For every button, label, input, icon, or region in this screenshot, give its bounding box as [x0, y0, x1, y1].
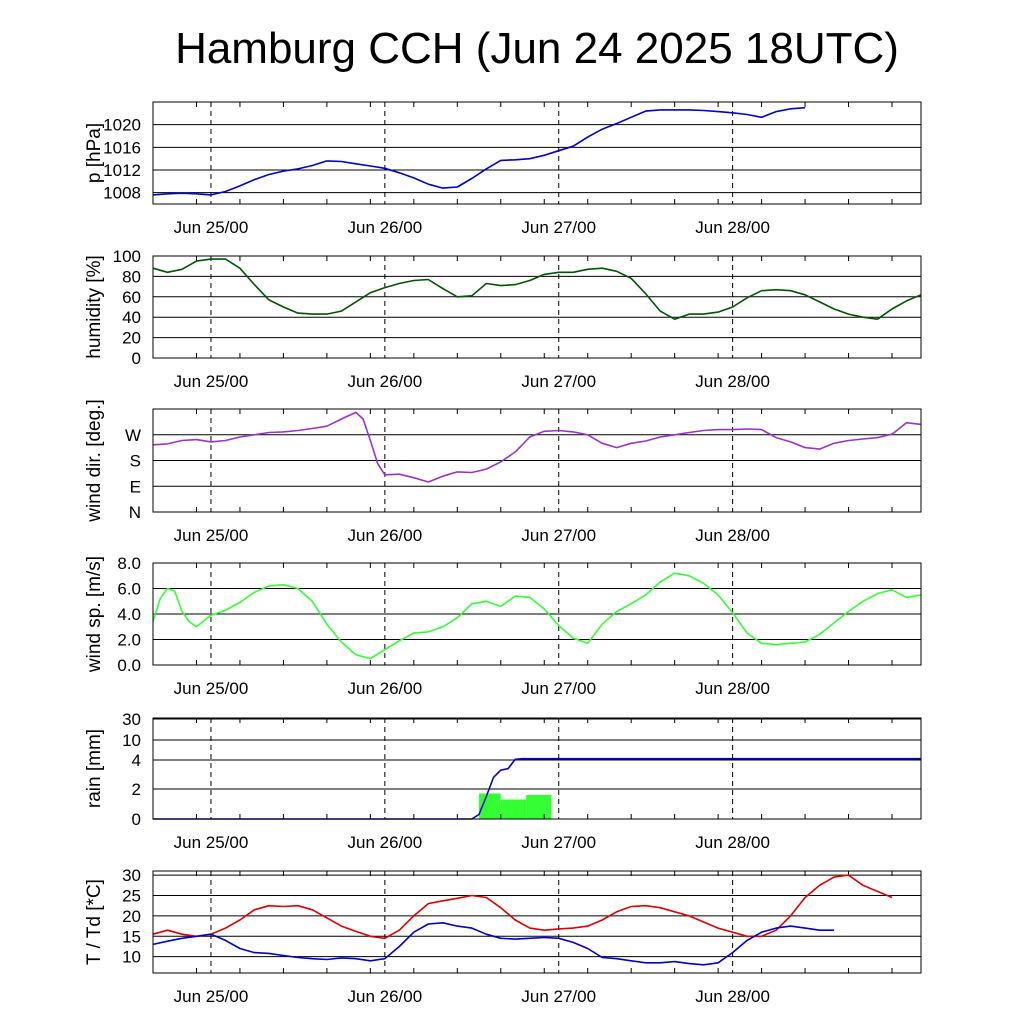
x-tick-label: Jun 26/00: [348, 679, 423, 698]
y-tick-label: 80: [122, 267, 141, 286]
y-tick-label: 20: [122, 907, 141, 926]
x-tick-label: Jun 27/00: [521, 679, 596, 698]
y-tick-label: 0.0: [117, 656, 141, 675]
series-line-0: [152, 411, 922, 483]
y-axis-label: rain [mm]: [84, 729, 105, 808]
y-axis-label: wind dir. [deg.]: [84, 399, 105, 523]
y-tick-label: E: [130, 477, 141, 496]
x-tick-label: Jun 27/00: [521, 987, 596, 1006]
x-tick-label: Jun 25/00: [174, 833, 249, 852]
rain-bar: [500, 799, 527, 819]
x-tick-label: Jun 26/00: [348, 987, 423, 1006]
x-tick-label: Jun 26/00: [348, 372, 423, 391]
y-tick-label: 4: [132, 751, 141, 770]
x-tick-label: Jun 26/00: [348, 833, 423, 852]
y-tick-label: 1020: [103, 116, 141, 135]
x-tick-label: Jun 25/00: [174, 679, 249, 698]
series-line-0: [152, 258, 922, 320]
y-tick-label: 8.0: [117, 554, 141, 573]
y-tick-label: 15: [122, 927, 141, 946]
y-tick-label: 20: [122, 329, 141, 348]
y-axis-label: wind sp. [m/s]: [84, 556, 105, 673]
x-tick-label: Jun 27/00: [521, 218, 596, 237]
plot-frame: [152, 255, 922, 359]
x-tick-label: Jun 27/00: [521, 526, 596, 545]
x-tick-label: Jun 28/00: [695, 372, 770, 391]
y-tick-label: 60: [122, 288, 141, 307]
x-tick-label: Jun 26/00: [348, 526, 423, 545]
y-tick-label: 0: [132, 349, 141, 368]
y-tick-label: 25: [122, 886, 141, 905]
x-tick-label: Jun 25/00: [174, 218, 249, 237]
y-axis-label: T / Td [*C]: [84, 879, 105, 965]
y-tick-label: W: [125, 426, 141, 445]
series-line-0: [152, 106, 806, 196]
y-tick-label: 1008: [103, 184, 141, 203]
x-tick-label: Jun 28/00: [695, 218, 770, 237]
y-tick-label: 100: [113, 247, 141, 266]
x-tick-label: Jun 28/00: [695, 526, 770, 545]
series-line-0: [153, 757, 921, 820]
x-tick-label: Jun 27/00: [521, 833, 596, 852]
plot-frame: [152, 870, 922, 974]
y-tick-label: 40: [122, 308, 141, 327]
y-tick-label: 1012: [103, 161, 141, 180]
y-tick-label: 10: [122, 731, 141, 750]
y-tick-label: 0: [132, 810, 141, 829]
x-tick-label: Jun 28/00: [695, 679, 770, 698]
y-tick-label: 1016: [103, 138, 141, 157]
x-tick-label: Jun 27/00: [521, 372, 596, 391]
x-tick-label: Jun 28/00: [695, 833, 770, 852]
x-tick-label: Jun 26/00: [348, 218, 423, 237]
y-axis-label: p [hPa]: [84, 123, 105, 183]
series-line-0: [152, 874, 893, 940]
series-line-1: [152, 922, 835, 966]
y-tick-label: 10: [122, 948, 141, 967]
rain-bar: [526, 795, 552, 819]
y-tick-label: 4.0: [117, 605, 141, 624]
plot-frame: [152, 717, 922, 820]
y-tick-label: N: [129, 503, 141, 522]
plot-frame: [152, 562, 922, 666]
series-line-0: [152, 572, 922, 660]
y-axis-label: humidity [%]: [84, 255, 105, 358]
x-tick-label: Jun 25/00: [174, 987, 249, 1006]
panel-3: 0.0 2.0 4.0 6.0 8.0 Jun 25/00 Jun 26/00 Jun 27/…: [84, 554, 922, 698]
y-tick-label: 6.0: [117, 580, 141, 599]
panel-0: 1008 1012 1016 1020 Jun 25/00 Jun 26/00 Jun 27…: [84, 101, 922, 237]
panel-4: 0 2 410 30 Jun 25/00 Jun 26/00 Jun 27/00 Jun 28…: [84, 710, 922, 852]
plot-frame: [152, 408, 922, 513]
y-tick-label: S: [130, 452, 141, 471]
x-tick-label: Jun 28/00: [695, 987, 770, 1006]
x-tick-label: Jun 25/00: [174, 372, 249, 391]
y-tick-label: 30: [122, 866, 141, 885]
plot-frame: [152, 101, 922, 205]
page-title: Hamburg CCH (Jun 24 2025 18UTC): [175, 24, 899, 73]
y-tick-label: 30: [122, 710, 141, 729]
y-tick-label: 2: [132, 780, 141, 799]
y-tick-label: 2.0: [117, 631, 141, 650]
x-tick-label: Jun 25/00: [174, 526, 249, 545]
